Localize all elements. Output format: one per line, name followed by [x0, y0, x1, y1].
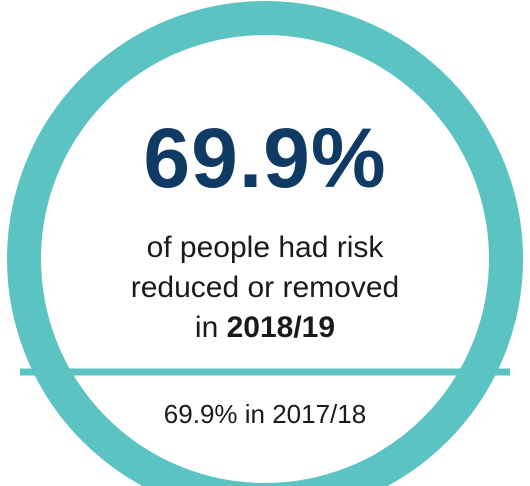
- description-line-2: reduced or removed: [130, 271, 400, 304]
- stat-description: of people had risk reduced or removed in…: [75, 228, 455, 348]
- headline-percentage: 69.9%: [143, 111, 387, 205]
- description-line-3: in 2018/19: [75, 308, 455, 348]
- comparison-text: 69.9% in 2017/18: [163, 399, 367, 429]
- description-line-1: of people had risk: [146, 231, 384, 264]
- description-year: 2018/19: [226, 311, 336, 344]
- outer-ring: [7, 1, 523, 486]
- description-prefix: in: [194, 311, 227, 344]
